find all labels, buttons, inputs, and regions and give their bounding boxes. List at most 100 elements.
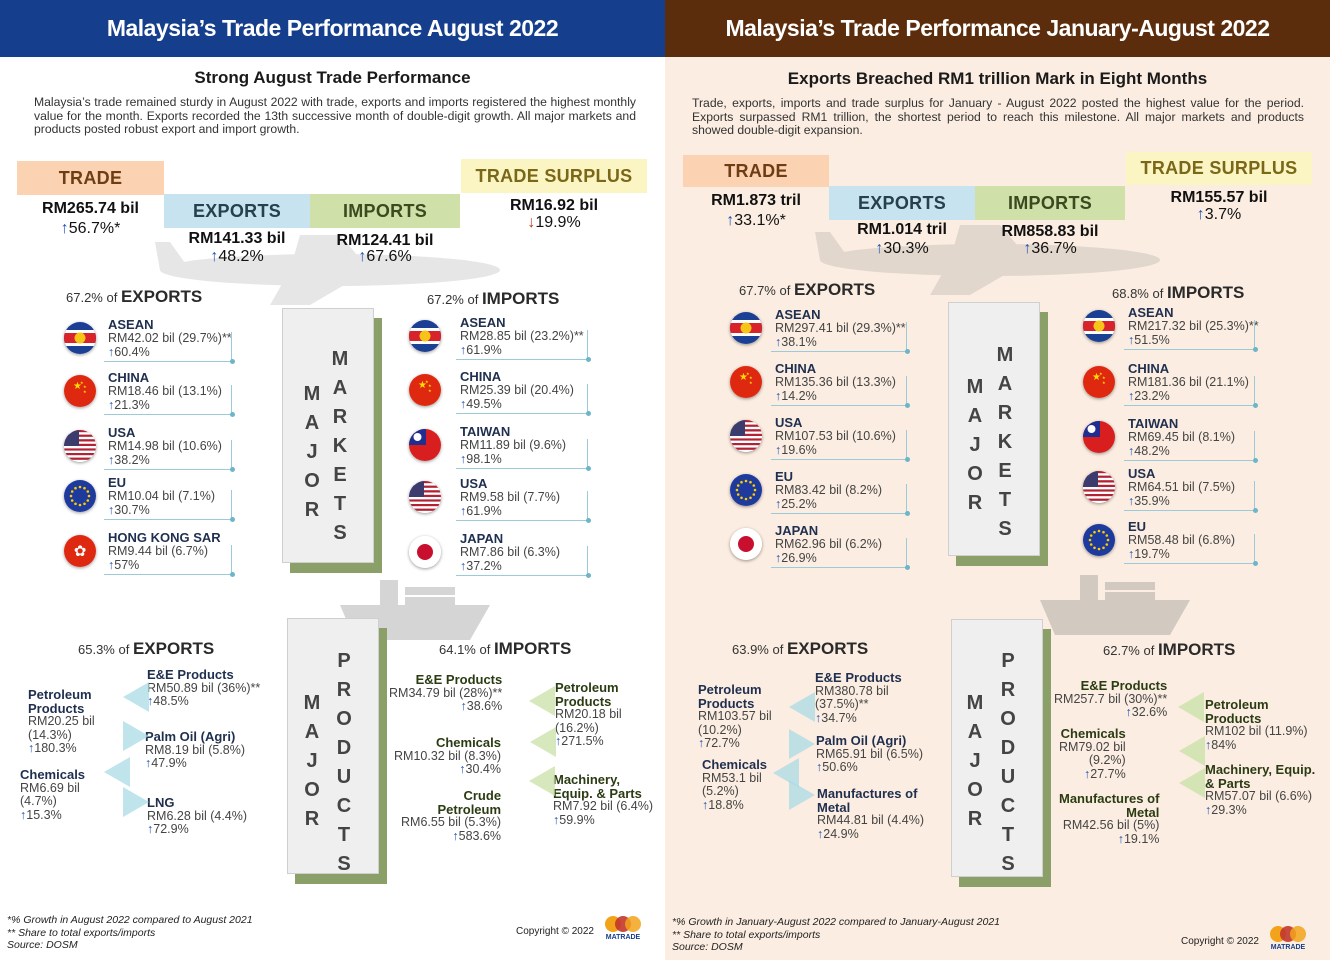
vertical-letter: O [1000, 708, 1016, 730]
vertical-letter: P [337, 650, 351, 672]
product-growth-line: ↑47.9% [145, 756, 245, 771]
product-value: RM7.92 bil (6.4%) [553, 799, 654, 813]
footnote-share: ** Share to total exports/imports [7, 926, 156, 939]
markets-imports-heading: 68.8% of IMPORTS [1112, 283, 1244, 303]
arrow-up-icon: ↑ [698, 736, 705, 750]
arrow-down-icon: ↓ [527, 214, 536, 231]
product-name: E&E Products [147, 667, 234, 682]
left-header: Malaysia’s Trade Performance August 2022 [0, 0, 665, 57]
connector-line [1124, 376, 1255, 406]
market-value: RM25.39 bil (20.4%) [460, 382, 574, 397]
market-name: USA [1128, 466, 1156, 481]
product-value: RM380.78 bil [815, 683, 889, 698]
vertical-letter: R [332, 406, 348, 428]
major-products-column [287, 618, 379, 874]
surplus-value: RM16.92 bil [509, 197, 599, 214]
product-value: RM20.18 bil [555, 707, 622, 721]
asean-flag-icon [730, 312, 762, 344]
imports-growth: ↑67.6% [310, 248, 460, 266]
product-value: RM44.81 bil (4.4%) [817, 813, 924, 827]
trade-box: TRADE [17, 161, 164, 195]
vertical-letter: J [969, 750, 981, 772]
market-value: RM62.96 bil (6.2%) [775, 536, 882, 551]
market-name: EU [108, 475, 127, 490]
product-growth: 84% [1211, 737, 1237, 752]
product-value: RM20.25 bil [28, 714, 95, 728]
share-text: 62.7% of [1103, 643, 1155, 658]
product-value: RM102 bil (11.9%) [1205, 724, 1308, 738]
vertical-letter: M [966, 376, 984, 398]
arrow-up-icon: ↑ [460, 342, 467, 357]
asean-flag-icon [64, 322, 96, 354]
imports-value: RM858.83 bil [1001, 223, 1099, 240]
connector-line [1124, 320, 1255, 350]
market-item: ASEAN RM42.02 bil (29.7%)** ↑60.4% [108, 318, 232, 359]
market-value: RM181.36 bil (21.1%) [1128, 374, 1249, 389]
share-text: 63.9% of [732, 642, 784, 657]
vertical-letter: S [333, 522, 347, 544]
exports-growth-text: 48.2% [218, 248, 264, 265]
market-growth: 61.9% [466, 503, 502, 518]
imports-growth: ↑36.7% [975, 240, 1125, 258]
market-value: RM7.86 bil (6.3%) [460, 544, 561, 559]
market-growth: 30.7% [114, 502, 150, 517]
logo-text: MATRADE [1271, 944, 1306, 951]
connector-line [1124, 534, 1255, 564]
left-intro: Malaysia’s trade remained sturdy in Augu… [34, 95, 636, 137]
vertical-letter: M [331, 348, 349, 370]
connector-dot [230, 467, 235, 472]
product-value: (10.2%) [698, 722, 742, 737]
connector-dot [905, 565, 910, 570]
arrow-up-icon: ↑ [1205, 802, 1212, 817]
arrow-up-icon: ↑ [553, 812, 560, 827]
market-growth: 57% [114, 557, 140, 572]
market-item: USA RM9.58 bil (7.7%) ↑61.9% [460, 477, 560, 518]
market-item: EU RM83.42 bil (8.2%) ↑25.2% [775, 470, 882, 511]
product-name: Chemicals [435, 735, 501, 750]
vertical-letter: A [304, 412, 320, 434]
product-item: Palm Oil (Agri) RM65.91 bil (6.5%) ↑50.6% [816, 734, 923, 775]
market-value: RM10.04 bil (7.1%) [108, 488, 215, 503]
usa-flag-icon [730, 420, 762, 452]
market-item: USA RM64.51 bil (7.5%) ↑35.9% [1128, 467, 1235, 508]
product-value: (14.3%) [28, 727, 72, 742]
usa-flag-icon [64, 430, 96, 462]
vertical-letter: U [1000, 766, 1016, 788]
connector-dot [586, 573, 591, 578]
product-value: RM103.57 bil [698, 709, 772, 723]
product-item: Palm Oil (Agri) RM8.19 bil (5.8%) ↑47.9% [145, 730, 245, 771]
arrow-up-icon: ↑ [1117, 831, 1124, 846]
product-name: Equip. & Parts [553, 785, 642, 801]
product-item: Crude Petroleum RM6.55 bil (5.3%) ↑583.6% [401, 789, 501, 843]
market-growth: 21.3% [114, 397, 150, 412]
connector-dot [586, 411, 591, 416]
product-name: E&E Products [415, 672, 503, 687]
product-growth: 19.1% [1123, 831, 1160, 846]
product-growth: 180.3% [34, 741, 77, 755]
market-name: TAIWAN [460, 424, 511, 439]
product-growth: 15.3% [26, 807, 62, 822]
connector-line [456, 384, 588, 414]
product-item: E&E Products RM380.78 bil (37.5%)** ↑34.7% [815, 671, 902, 725]
share-text: 68.8% of [1112, 286, 1164, 301]
market-name: ASEAN [1128, 305, 1174, 320]
connector-dot [586, 357, 591, 362]
product-value: RM42.56 bil (5%) [1062, 818, 1160, 832]
product-growth: 59.9% [559, 812, 595, 827]
svg-text:★: ★ [746, 371, 750, 376]
vertical-letter: O [336, 708, 352, 730]
vertical-letter: U [336, 766, 352, 788]
product-value: (37.5%)** [815, 697, 869, 711]
product-value: RM8.19 bil (5.8%) [145, 742, 246, 757]
arrow-up-icon: ↑ [108, 502, 115, 517]
market-item: TAIWAN RM69.45 bil (8.1%) ↑48.2% [1128, 417, 1235, 458]
arrow-up-icon: ↑ [147, 822, 154, 836]
arrow-up-icon: ↑ [108, 557, 115, 572]
vertical-letter: O [304, 470, 320, 492]
arrow-up-icon: ↑ [775, 496, 782, 511]
svg-text:★: ★ [1102, 375, 1106, 380]
market-name: ASEAN [775, 307, 821, 322]
arrow-up-icon: ↑ [1128, 388, 1135, 403]
arrow-up-icon: ↑ [145, 756, 152, 770]
connector-line [456, 439, 588, 469]
